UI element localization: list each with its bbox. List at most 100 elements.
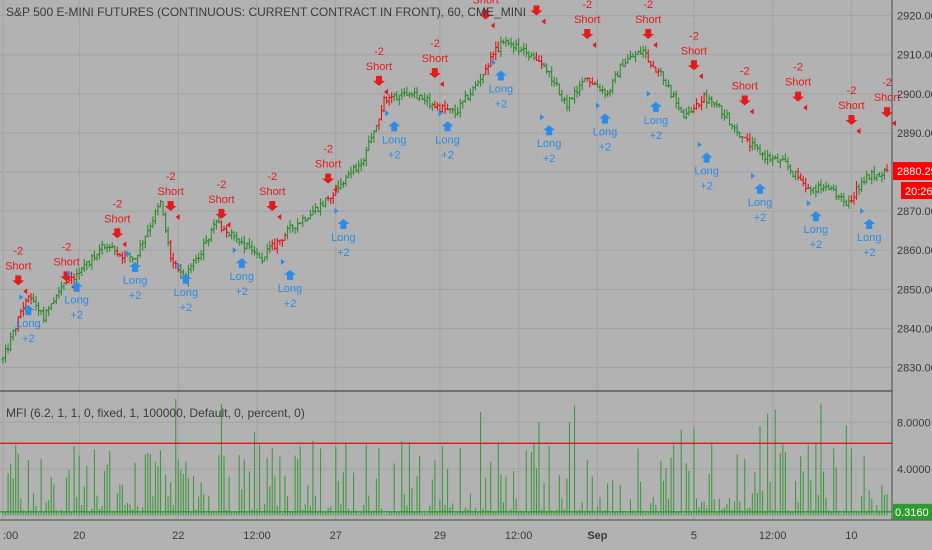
price-bar [710,95,714,107]
price-bar [534,52,539,61]
price-bar [141,239,145,251]
price-bar [758,144,762,155]
entry-marker-icon [232,247,237,254]
time-tick-label: 29 [434,530,446,542]
long-label: Long [64,295,88,307]
entry-marker-icon [67,270,72,277]
short-qty: -2 [112,198,122,210]
long-signal: Long +2 [278,258,302,310]
entry-marker-icon [176,262,181,269]
price-bar [562,96,566,105]
short-arrow-icon [530,5,543,16]
long-arrow-icon [337,219,350,230]
price-bar [265,243,269,261]
price-bar [275,237,279,254]
price-bar [862,176,866,185]
price-bar [621,58,625,67]
entry-marker-icon [23,288,28,295]
entry-marker-icon [122,241,127,248]
price-bar [865,170,869,184]
price-bar [34,295,38,311]
long-arrow-icon [649,101,662,112]
price-bar [555,77,559,87]
time-tick-label: 27 [330,530,342,542]
price-tick-label: 2840.00 [897,323,932,335]
long-qty: +2 [388,149,401,161]
short-arrow-icon [845,115,858,126]
price-bar [750,136,754,151]
short-signal: Short -2 [574,0,600,49]
price-bar [174,260,178,270]
short-signal: Short -2 [366,46,392,95]
price-bar [115,246,119,257]
price-bar [847,195,851,209]
short-label: Short [259,186,285,198]
price-bar [499,36,503,58]
price-bar [288,220,292,234]
short-qty: -2 [643,0,653,11]
price-bar [768,152,772,163]
short-qty: -2 [166,171,176,183]
entry-marker-icon [383,88,388,95]
price-bar [443,100,447,115]
entry-marker-icon [126,251,131,258]
mfi-threshold-lines [0,442,892,513]
price-bar [788,163,793,175]
price-bar [369,133,373,144]
long-signal: Long +2 [382,110,406,161]
price-bar [608,88,612,97]
short-qty: -2 [217,179,227,191]
price-bar [501,39,506,45]
price-bar [252,246,257,256]
entry-marker-icon [892,120,896,127]
price-bar [552,76,556,87]
long-signal: Long +2 [857,208,881,259]
price-bar [705,89,709,109]
long-label: Long [331,232,355,244]
entry-marker-icon [596,102,601,109]
long-signal: Long +2 [644,90,668,142]
long-signal: Long +2 [174,262,198,314]
price-bar [92,250,97,261]
price-bar [545,63,549,74]
price-bar [374,125,379,133]
price-bar [595,79,600,88]
price-bar [720,105,724,120]
price-bar [379,105,384,121]
long-arrow-icon [284,269,297,280]
price-bar [486,63,490,76]
price-tick-label: 2830.00 [897,363,932,375]
price-bar [130,256,135,263]
short-signal: Short -2 [259,171,285,221]
entry-marker-icon [438,110,443,117]
short-label: Short [681,45,707,57]
entry-marker-icon [490,22,495,29]
short-label: Short [785,77,811,89]
entry-marker-icon [491,59,496,66]
price-bar [816,181,821,194]
long-arrow-icon [494,70,507,81]
long-qty: +2 [22,333,35,345]
price-bar [567,96,572,112]
price-bar [799,173,803,181]
price-bar [849,194,854,204]
price-bar [268,241,272,254]
short-label: Short [104,213,130,225]
price-bar [100,240,104,255]
price-bar [161,201,165,216]
price-bar [783,153,787,163]
price-bar [814,184,818,198]
short-arrow-icon [111,228,124,239]
short-signal: Short -2 [874,77,900,127]
price-bar [661,71,666,85]
short-arrow-icon [372,75,385,86]
long-qty: +2 [650,130,663,142]
price-bar [283,232,287,242]
entry-marker-icon [806,200,811,207]
short-qty: -2 [793,62,803,74]
mfi-indicator-title[interactable]: MFI (6.2, 1, 1, 0, fixed, 1, 100000, Def… [6,406,305,420]
short-qty: -2 [689,30,699,42]
long-arrow-icon [863,219,876,230]
